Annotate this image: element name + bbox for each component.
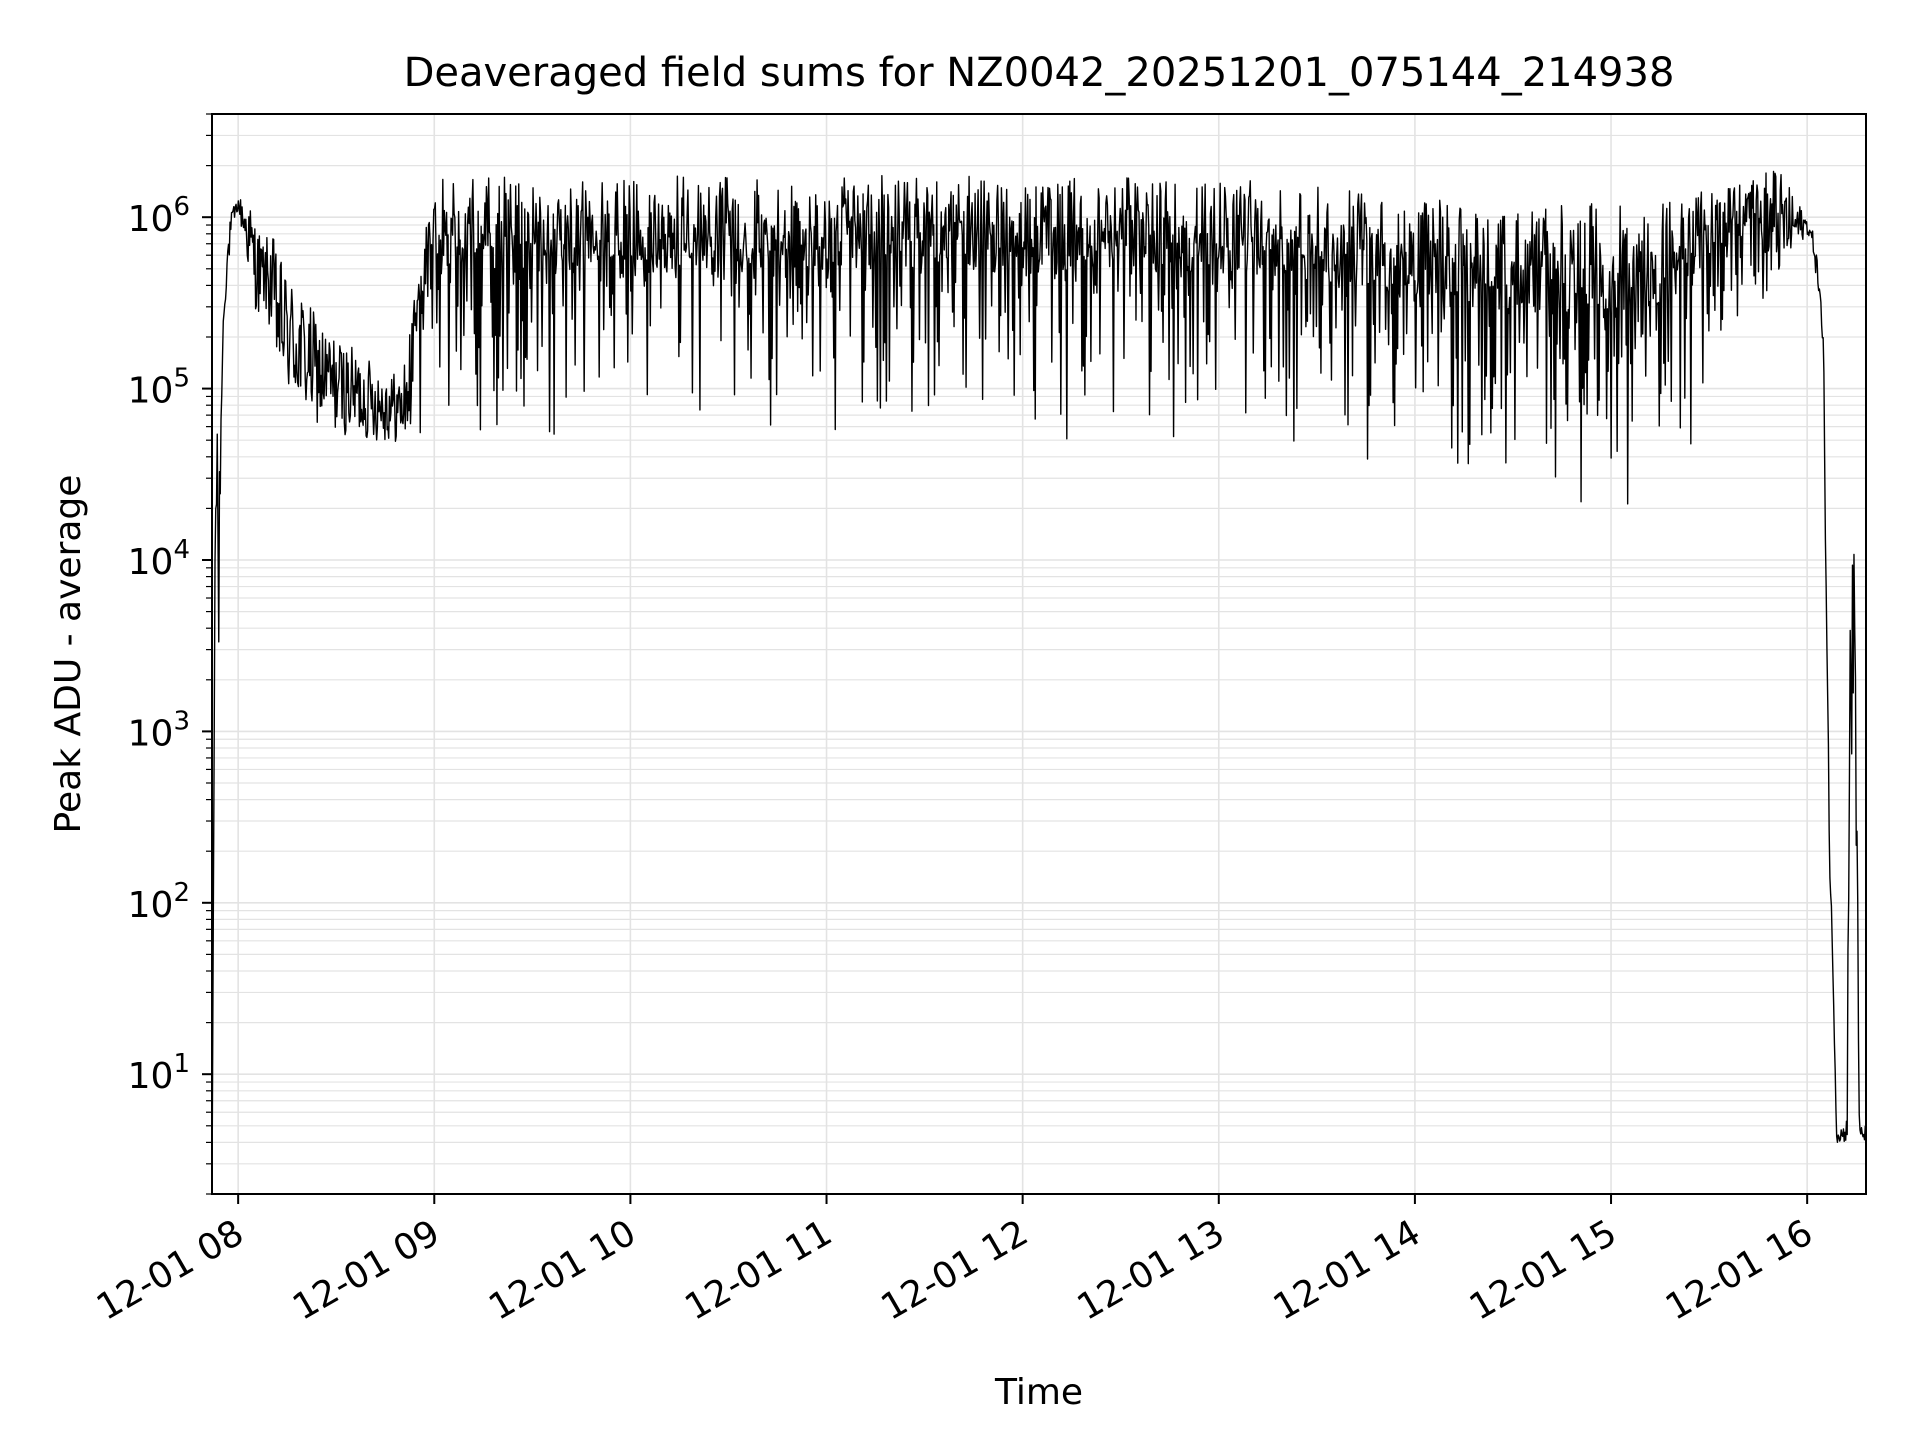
chart-title: Deaveraged field sums for NZ0042_2025120… xyxy=(404,50,1675,96)
axes-frame xyxy=(211,113,1867,1195)
plot-area xyxy=(211,170,1867,1195)
series-line xyxy=(211,170,1867,1195)
x-axis-label: Time xyxy=(994,1372,1083,1413)
y-axis-label: Peak ADU - average xyxy=(48,475,89,834)
y-tick-label: 102 xyxy=(128,878,190,926)
y-axis-ticks: 101 102 103 104 105 106 xyxy=(128,113,212,1195)
y-tick-label: 105 xyxy=(128,364,190,412)
y-tick-label: 104 xyxy=(128,535,190,583)
y-tick-label: 103 xyxy=(128,706,190,754)
y-tick-label: 106 xyxy=(128,192,190,240)
y-tick-label: 101 xyxy=(128,1049,190,1097)
